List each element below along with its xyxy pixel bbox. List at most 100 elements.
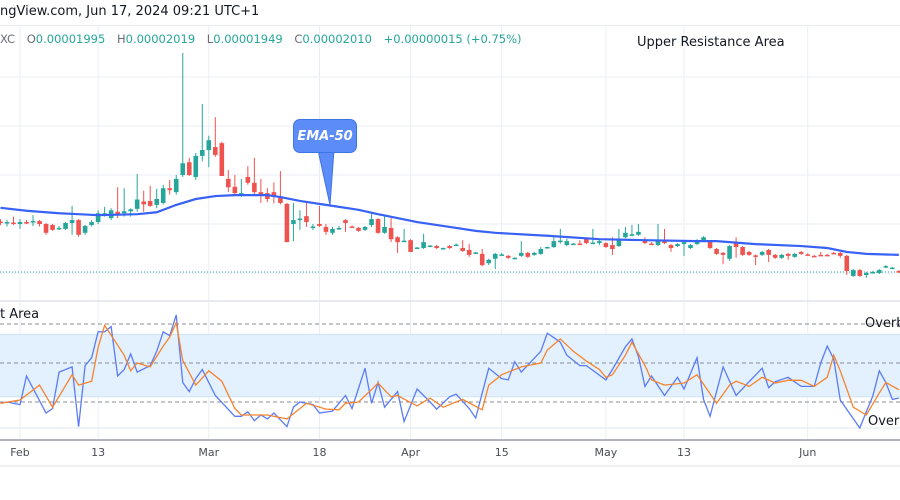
ema-callout: EMA-50 <box>293 119 357 153</box>
open-label: O <box>26 32 36 46</box>
candle <box>564 238 570 247</box>
candle <box>805 253 811 256</box>
candle-body <box>180 163 186 175</box>
candle-body <box>675 244 680 247</box>
candle <box>688 244 693 249</box>
candle-body <box>336 227 342 230</box>
candle-body <box>173 178 179 193</box>
open-number: 0.00001995 <box>35 32 106 46</box>
candle <box>623 226 628 239</box>
candle <box>479 248 485 267</box>
change-value: +0.00000015 (+0.75%) <box>383 32 522 46</box>
candle <box>616 228 622 248</box>
candle-body <box>414 247 420 250</box>
candle <box>199 103 205 162</box>
candle-body <box>30 221 36 223</box>
candle-body <box>388 227 394 240</box>
candle-body <box>785 253 791 256</box>
support-area-label: t Area <box>0 307 40 322</box>
candle <box>785 252 791 260</box>
candle <box>538 247 544 255</box>
candle-body <box>330 228 335 233</box>
k-line <box>0 314 899 430</box>
candle-body <box>37 221 42 224</box>
candle <box>733 237 739 258</box>
candle <box>720 251 726 265</box>
candle-body <box>890 267 895 270</box>
candle <box>427 245 433 248</box>
candle-body <box>310 226 316 228</box>
header-text: ngView.com, Jun 17, 2024 09:21 UTC+1 <box>0 4 260 19</box>
candle-body <box>531 252 537 255</box>
candle <box>870 271 876 274</box>
candle <box>343 219 348 232</box>
candle-body <box>864 273 869 275</box>
close-value: C0.00002010 <box>294 32 372 46</box>
x-tick-label: Feb <box>10 446 29 459</box>
candle <box>310 224 316 230</box>
candle <box>603 242 609 249</box>
candle <box>681 241 687 256</box>
candle <box>492 252 498 270</box>
candle <box>792 252 797 258</box>
candle <box>0 219 3 225</box>
time-axis[interactable]: Feb 13 Mar 18 Apr 15 May 13 Jun <box>0 439 900 467</box>
candle <box>252 157 257 195</box>
low-number: 0.00001949 <box>213 32 283 46</box>
candle-body <box>160 188 166 203</box>
candle <box>453 243 459 247</box>
candle-body <box>284 203 290 243</box>
candle <box>11 216 16 225</box>
candle <box>317 205 322 227</box>
candle <box>95 210 101 224</box>
candle <box>772 253 778 259</box>
candle <box>434 245 439 249</box>
candle-body <box>440 248 446 250</box>
candle-body <box>453 244 459 247</box>
candle <box>4 220 10 227</box>
candle-body <box>4 222 10 224</box>
candle <box>76 219 81 237</box>
candle <box>278 171 283 205</box>
candle <box>857 269 863 277</box>
candle-body <box>115 211 120 216</box>
candle-body <box>447 246 452 249</box>
ema-callout-text: EMA-50 <box>297 128 353 144</box>
candle <box>636 224 641 236</box>
candle-body <box>128 209 133 212</box>
candle <box>50 224 55 231</box>
candle <box>284 202 290 243</box>
candle-body <box>492 253 498 259</box>
candle-body <box>655 241 661 246</box>
candle <box>213 117 218 157</box>
candle <box>56 225 62 230</box>
candle-body <box>707 241 713 249</box>
candle-body <box>226 178 231 188</box>
candle <box>401 228 407 243</box>
candle <box>811 254 817 258</box>
oversold-label: Overs <box>868 414 900 429</box>
close-number: 0.00002010 <box>302 32 372 46</box>
d-line <box>0 320 900 420</box>
candle-body <box>837 252 843 256</box>
candle-body <box>870 272 876 274</box>
candle <box>675 243 680 248</box>
oscillator-lines <box>0 314 900 430</box>
candle-body <box>590 242 596 245</box>
x-tick-label: 18 <box>312 446 326 459</box>
candle-body <box>733 243 739 248</box>
candle <box>818 251 824 257</box>
candle <box>63 222 68 230</box>
candle-body <box>63 223 68 229</box>
candle <box>193 152 199 180</box>
candle <box>844 254 850 275</box>
candle <box>121 188 127 217</box>
candle-body <box>564 241 570 246</box>
x-tick-label: Jun <box>798 446 816 459</box>
candle-body <box>610 245 615 249</box>
candle <box>753 254 758 266</box>
candle-body <box>193 155 199 177</box>
candle-body <box>792 253 797 257</box>
candle-body <box>844 255 850 272</box>
